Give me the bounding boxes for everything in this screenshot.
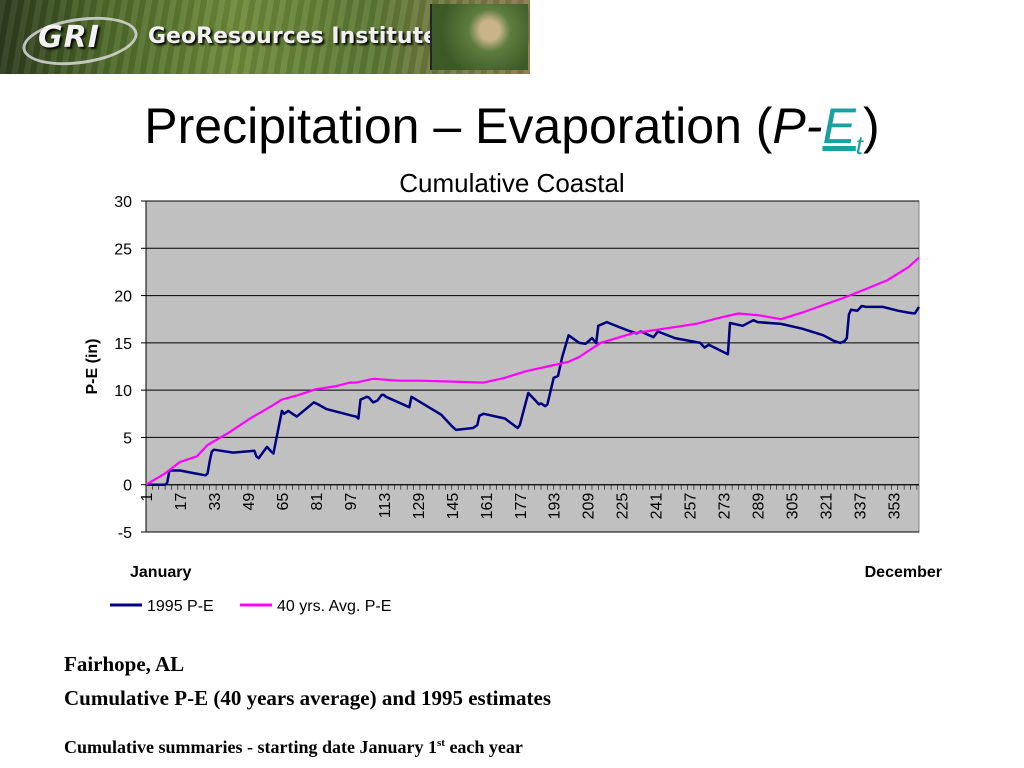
- plot-area: [145, 200, 920, 533]
- x-tick-label: 337: [853, 493, 870, 520]
- x-tick-label: 113: [377, 493, 394, 519]
- title-e-subscript: t: [855, 130, 864, 160]
- x-tick-label: 289: [751, 493, 768, 520]
- title-e-link[interactable]: Et: [822, 98, 863, 160]
- title-p: P: [772, 98, 806, 154]
- series-line-2: [145, 256, 920, 486]
- y-tick-label: -5: [118, 525, 132, 542]
- y-tick-label: 15: [114, 336, 132, 353]
- x-tick-label: 241: [649, 493, 666, 520]
- title-prefix: Precipitation – Evaporation (: [144, 98, 773, 154]
- banner-photo: [430, 4, 528, 70]
- x-tick-label: 353: [887, 493, 904, 520]
- x-tick-label: 225: [615, 493, 632, 520]
- page-title: Precipitation – Evaporation (P-Et): [0, 96, 1024, 175]
- y-tick-label: 20: [114, 289, 132, 306]
- y-axis-label: P-E (in): [84, 339, 101, 395]
- title-dash: -: [805, 98, 823, 154]
- x-tick-label: 209: [581, 493, 598, 520]
- series-line-1: [146, 304, 921, 486]
- x-tick-label: 97: [343, 493, 360, 511]
- institute-name: GeoResources Institute: [148, 24, 439, 49]
- y-tick-label: 0: [123, 478, 132, 495]
- x-tick-label: 65: [275, 493, 292, 511]
- legend-label-1: 1995 P-E: [147, 598, 214, 615]
- note-suffix: each year: [444, 737, 523, 757]
- x-tick-label: 17: [173, 493, 190, 511]
- y-tick-label: 5: [123, 430, 132, 447]
- title-e: E: [822, 98, 856, 154]
- header-banner: GRI GeoResources Institute: [0, 0, 530, 74]
- x-tick-label: 1: [139, 493, 156, 502]
- x-tick-label: 161: [479, 493, 496, 520]
- x-tick-label: 145: [445, 493, 462, 520]
- legend-label-2: 40 yrs. Avg. P-E: [277, 598, 391, 615]
- x-tick-label: 305: [785, 493, 802, 520]
- y-tick-label: 10: [114, 383, 132, 400]
- summary-note: Cumulative summaries - starting date Jan…: [64, 737, 523, 758]
- note-superscript: st: [436, 737, 445, 749]
- x-tick-label: 177: [513, 493, 530, 520]
- x-tick-label: 49: [241, 493, 258, 511]
- y-tick-label: 25: [114, 241, 132, 258]
- note-prefix: Cumulative summaries - starting date Jan…: [64, 737, 437, 757]
- chart-title: Cumulative Coastal: [399, 168, 625, 198]
- x-tick-label: 129: [411, 493, 428, 520]
- y-tick-label: 30: [114, 194, 132, 211]
- x-tick-label: 257: [683, 493, 700, 520]
- x-axis-label-january: January: [130, 564, 191, 581]
- x-tick-label: 81: [309, 493, 326, 511]
- title-suffix: ): [863, 98, 880, 154]
- x-tick-label: 273: [717, 493, 734, 520]
- gri-logo: GRI: [38, 20, 100, 55]
- x-tick-label: 33: [207, 493, 224, 511]
- x-tick-label: 193: [547, 493, 564, 520]
- chart-description: Cumulative P-E (40 years average) and 19…: [64, 686, 551, 710]
- location-label: Fairhope, AL: [64, 652, 185, 676]
- x-axis-label-december: December: [865, 564, 942, 581]
- x-tick-label: 321: [819, 493, 836, 520]
